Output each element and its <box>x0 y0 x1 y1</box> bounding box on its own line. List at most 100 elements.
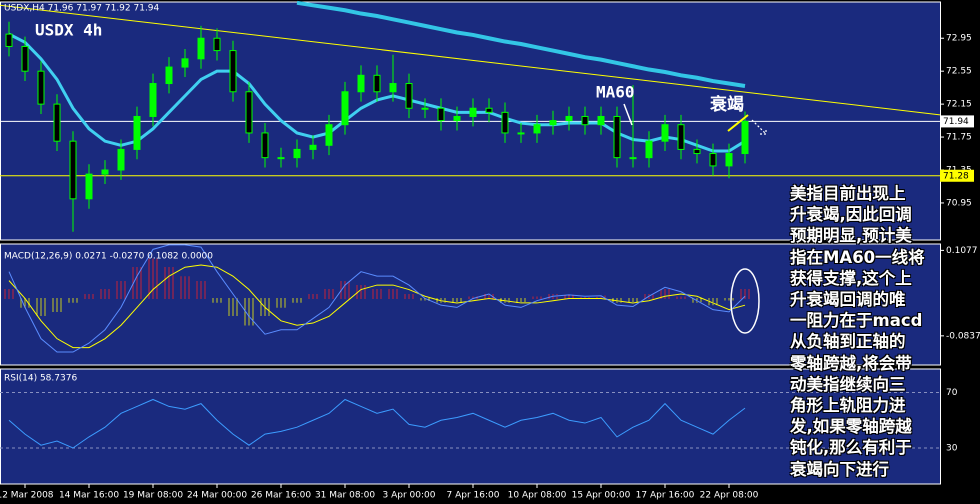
candle-body <box>37 70 45 105</box>
note-line: 发,如果零轴跨越 <box>790 417 912 437</box>
candle-body <box>149 83 157 117</box>
candle-body <box>629 157 637 160</box>
candle-body <box>389 83 397 93</box>
x-tick-label: 26 Mar 16:00 <box>251 491 311 501</box>
candle-body <box>373 74 381 93</box>
note-line: 零轴跨越,将会带 <box>790 353 912 373</box>
note-line: 升衰竭回调的唯 <box>790 290 906 310</box>
candle-body <box>261 132 269 159</box>
panel <box>0 243 941 366</box>
annotation-marker <box>727 114 749 132</box>
candle-body <box>485 107 493 113</box>
y-tick-label: 70.95 <box>946 198 972 208</box>
x-tick-label: 22 Apr 08:00 <box>700 491 759 501</box>
candle-body <box>293 148 301 159</box>
y-tick-label: 30 <box>946 443 958 453</box>
note-line: 预期明显,预计美 <box>790 226 912 246</box>
y-tick-label: 71.75 <box>946 133 972 143</box>
candle-body <box>741 120 749 155</box>
level-label-box <box>940 115 974 128</box>
candle-body <box>133 115 141 150</box>
x-tick-label: 7 Apr 16:00 <box>447 491 500 501</box>
candle-body <box>565 115 573 122</box>
y-tick-label: 72.55 <box>946 67 972 77</box>
candle-body <box>469 107 477 117</box>
moving-average <box>296 0 746 88</box>
y-tick-label: 72.15 <box>946 100 972 110</box>
candle-body <box>325 124 333 146</box>
note-line: 角形上轨阻力进 <box>790 396 906 416</box>
chart-title: USDX 4h <box>35 21 102 40</box>
candle-body <box>421 107 429 110</box>
chart-subtitle: USDX,H4 71.96 71.97 71.92 71.94 <box>4 4 160 14</box>
candle-body <box>581 115 589 126</box>
x-tick-label: 17 Apr 16:00 <box>636 491 695 501</box>
rsi-line <box>8 398 746 449</box>
note: 美指目前出现上 升衰竭,因此回调 预期明显,预计美 指在MA60一线将 获得支撑,这个上… <box>790 183 980 480</box>
note-line: 美指目前出现上 <box>790 184 906 203</box>
candle-body <box>213 37 221 52</box>
candle-body <box>453 115 461 122</box>
candle-body <box>725 153 733 167</box>
x-tick-label: 15 Apr 00:00 <box>572 491 631 501</box>
candle-body <box>53 103 61 142</box>
level-label: 71.94 <box>943 117 969 127</box>
x-tick-label: 24 Mar 00:00 <box>187 491 247 501</box>
y-tick-label: 0.1077 <box>946 246 978 256</box>
candle-body <box>533 124 541 134</box>
macd-title: MACD(12,26,9) 0.0271 -0.0270 0.1082 0.00… <box>4 252 213 262</box>
candle-body <box>645 140 653 159</box>
candle-body <box>501 111 509 134</box>
candle-body <box>693 148 701 155</box>
panel <box>0 368 941 485</box>
note-line: 指在MA60一线将 <box>790 247 925 267</box>
candle-body <box>197 37 205 60</box>
candle-body <box>165 66 173 85</box>
candle-body <box>245 91 253 134</box>
candle-body <box>277 157 285 160</box>
rsi-title: RSI(14) 58.7376 <box>4 374 77 384</box>
candle-body <box>677 124 685 150</box>
note-line: 从负轴到正轴的 <box>790 332 906 352</box>
note-line: 一阻力在于macd <box>790 311 923 331</box>
annotation: MA60 <box>596 83 635 102</box>
annotation-ellipse <box>730 268 760 334</box>
candle-body <box>309 144 317 150</box>
x-tick-label: 14 Mar 16:00 <box>59 491 119 501</box>
note-line: 钝化,那么有利于 <box>790 438 912 458</box>
candle-body <box>117 148 125 171</box>
candle-body <box>405 83 413 109</box>
note-line: 衰竭向下进行 <box>790 459 889 479</box>
note-line: 动美指继续向三 <box>790 374 906 394</box>
trend-line <box>0 4 941 116</box>
annotation: 衰竭 <box>709 94 744 115</box>
candle-body <box>661 124 669 142</box>
macd-line <box>8 264 746 349</box>
candle-body <box>101 169 109 175</box>
note-line: 获得支撑,这个上 <box>790 268 912 288</box>
x-tick-label: 3 Apr 00:00 <box>383 491 436 501</box>
candle-body <box>357 74 365 93</box>
x-tick-label: 31 Mar 08:00 <box>315 491 375 501</box>
candle-body <box>5 33 13 47</box>
candle-body <box>181 58 189 68</box>
macd-line <box>8 244 746 353</box>
x-tick-label: 10 Apr 08:00 <box>508 491 567 501</box>
candle-body <box>21 45 29 72</box>
x-tick-label: 12 Mar 2008 <box>0 491 54 501</box>
candle-body <box>341 91 349 126</box>
x-tick-label: 19 Mar 08:00 <box>123 491 183 501</box>
level-label-box <box>940 169 974 182</box>
candle-body <box>549 120 557 126</box>
note-line: 升衰竭,因此回调 <box>790 205 912 225</box>
level-label: 71.28 <box>943 171 969 181</box>
candle-body <box>437 107 445 122</box>
y-tick-label: -0.0837 <box>946 331 980 341</box>
annotation-pointer <box>623 103 633 126</box>
candle-body <box>229 50 237 93</box>
candle-body <box>69 140 77 200</box>
y-tick-label: 70 <box>946 388 958 398</box>
candle-body <box>85 173 93 200</box>
